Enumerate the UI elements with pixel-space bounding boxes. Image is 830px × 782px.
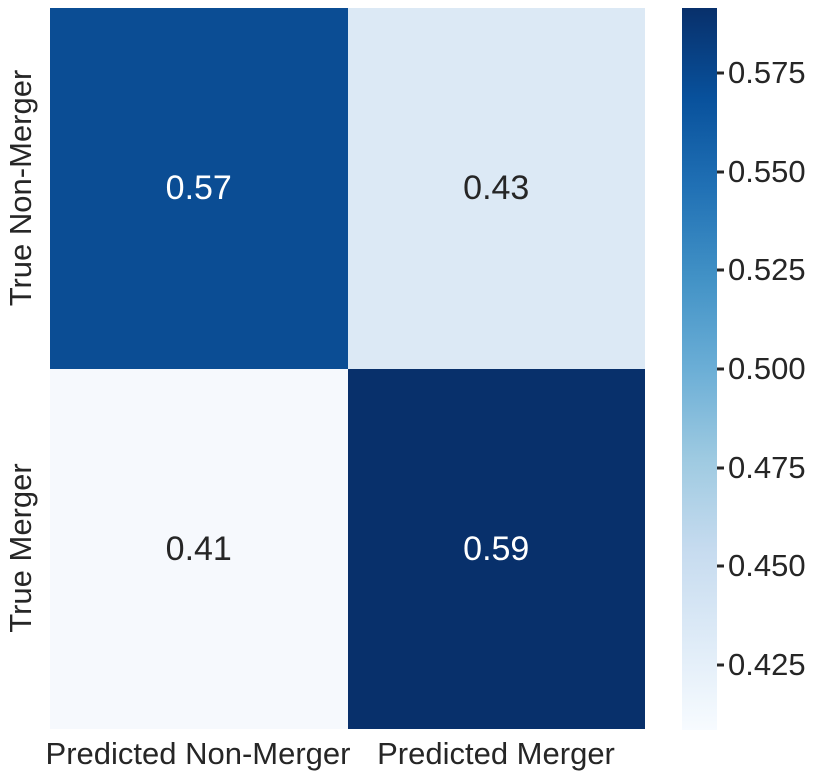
- heatmap-cell-r0c1: 0.43: [347, 8, 645, 369]
- heatmap-cell-r1c0: 0.41: [50, 368, 348, 729]
- colorbar-tick-label: 0.525: [728, 252, 806, 288]
- colorbar-tick-label: 0.425: [728, 647, 806, 683]
- x-axis-label-predicted-merger: Predicted Merger: [377, 736, 615, 771]
- y-axis-label-true-non-merger: True Non-Merger: [3, 69, 38, 307]
- colorbar-tick-label: 0.500: [728, 351, 806, 386]
- colorbar-tick: [717, 564, 724, 568]
- heatmap-cell-value: 0.57: [165, 169, 232, 208]
- heatmap-cell-value: 0.41: [165, 529, 232, 568]
- heatmap-cell-value: 0.59: [463, 529, 530, 568]
- colorbar-tick: [717, 71, 724, 75]
- colorbar-tick-label: 0.550: [728, 153, 806, 189]
- colorbar-tick-label: 0.575: [728, 54, 806, 90]
- heatmap-cell-value: 0.43: [463, 169, 530, 208]
- colorbar-tick-label: 0.450: [728, 548, 806, 584]
- colorbar-tick: [717, 466, 724, 470]
- colorbar-tick: [717, 367, 724, 371]
- heatmap-cell-r1c1: 0.59: [347, 368, 645, 729]
- y-axis-label-true-merger: True Merger: [3, 463, 38, 633]
- colorbar-tick: [717, 170, 724, 174]
- heatmap-cell-r0c0: 0.57: [50, 8, 348, 369]
- confusion-matrix-heatmap: 0.57 0.43 0.41 0.59: [50, 8, 645, 729]
- colorbar-tick: [717, 663, 724, 667]
- colorbar-tick-label: 0.475: [728, 449, 806, 485]
- colorbar-tick: [717, 268, 724, 272]
- colorbar: 0.575 0.550 0.525 0.500 0.475 0.450 0.425: [682, 8, 806, 730]
- x-axis-label-predicted-non-merger: Predicted Non-Merger: [45, 736, 351, 771]
